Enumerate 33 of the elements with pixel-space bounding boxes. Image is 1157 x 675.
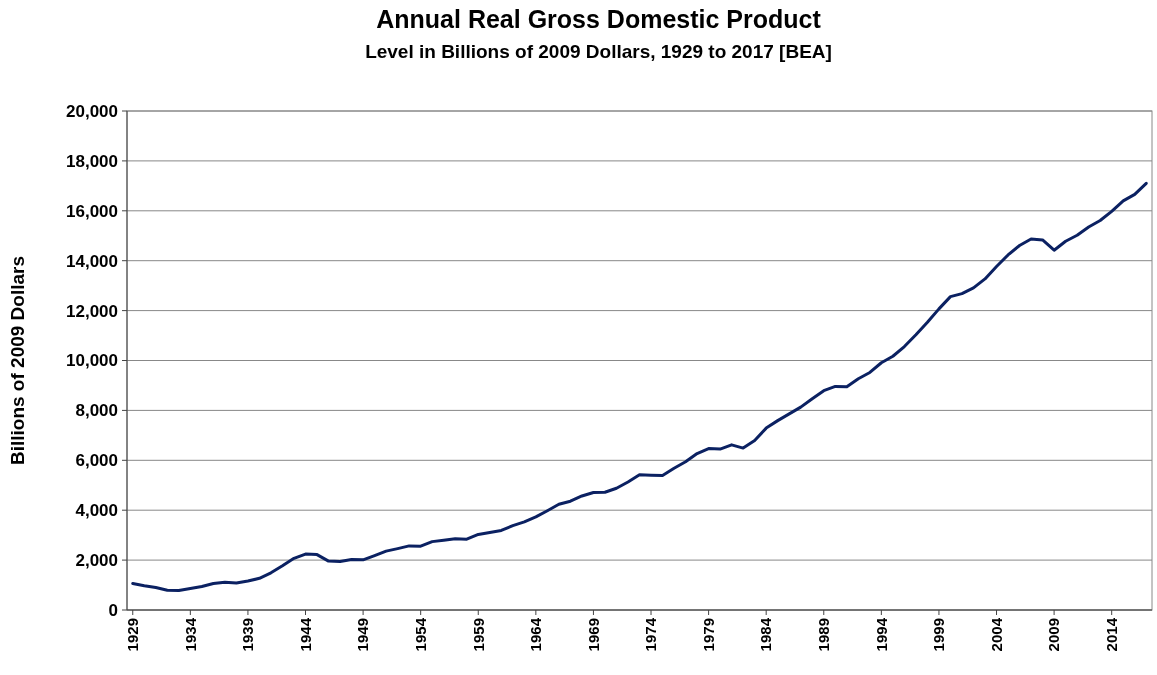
- y-tick-label: 4,000: [75, 501, 118, 521]
- x-tick-label: 1929: [124, 618, 142, 652]
- y-tick-label: 10,000: [66, 351, 118, 371]
- y-tick-label: 2,000: [75, 551, 118, 571]
- chart-title: Annual Real Gross Domestic Product: [376, 5, 822, 33]
- y-tick-label: 12,000: [66, 301, 118, 321]
- x-tick-label: 1964: [527, 617, 545, 652]
- chart-subtitle: Level in Billions of 2009 Dollars, 1929 to 2017 [BEA]: [365, 41, 832, 62]
- x-tick-label: 1984: [757, 617, 775, 652]
- y-tick-label: 6,000: [75, 451, 118, 471]
- x-tick-label: 1934: [181, 617, 199, 652]
- x-tick-label: 2004: [987, 617, 1005, 652]
- y-tick-label: 16,000: [66, 201, 118, 221]
- x-tick-label: 2014: [1102, 617, 1120, 652]
- x-tick-label: 1989: [815, 618, 833, 652]
- y-axis-title: Billions of 2009 Dollars: [7, 255, 28, 466]
- x-tick-label: 1969: [584, 618, 602, 652]
- x-tick-label: 1954: [411, 617, 429, 652]
- x-tick-label: 1974: [642, 617, 660, 652]
- line-series: [131, 181, 1148, 593]
- x-tick-label: 1944: [296, 617, 314, 652]
- y-tick-label: 18,000: [66, 151, 118, 171]
- x-tick-label: 1999: [930, 618, 948, 652]
- y-tick-label: 0: [108, 600, 118, 620]
- x-tick-label: 1994: [872, 617, 890, 652]
- y-tick-label: 14,000: [66, 251, 118, 271]
- x-tick-label: 2009: [1045, 618, 1063, 652]
- x-tick-label: 1959: [469, 618, 487, 652]
- x-tick-label: 1939: [239, 618, 257, 652]
- y-tick-label: 20,000: [66, 101, 118, 121]
- y-tick-label: 8,000: [75, 401, 118, 421]
- x-tick-label: 1949: [354, 618, 372, 652]
- x-tick-label: 1979: [699, 618, 717, 652]
